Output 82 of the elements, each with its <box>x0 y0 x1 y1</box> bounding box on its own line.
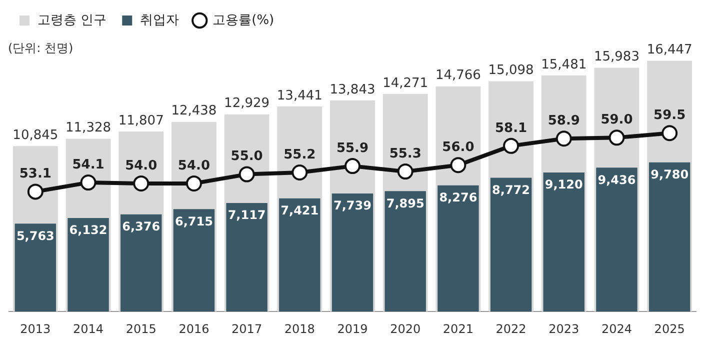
bar <box>279 198 320 312</box>
data-label: 8,276 <box>439 190 478 204</box>
bar <box>173 209 215 312</box>
data-label: 6,376 <box>122 219 160 234</box>
bar <box>226 203 268 312</box>
point <box>186 175 202 192</box>
point <box>450 157 466 174</box>
data-label: 54.0 <box>178 158 210 174</box>
data-label: 53.1 <box>19 166 52 182</box>
x-tick-label: 2013 <box>20 322 51 336</box>
data-label: 59.5 <box>654 108 686 123</box>
point <box>133 175 150 192</box>
bar <box>438 185 479 312</box>
data-label: 58.1 <box>495 120 528 136</box>
data-label: 15,481 <box>541 57 587 72</box>
data-label: 7,895 <box>386 196 424 210</box>
x-tick-label: 2024 <box>601 322 632 336</box>
data-label: 8,772 <box>492 182 530 197</box>
point <box>344 158 360 174</box>
data-label: 54.0 <box>125 158 158 174</box>
data-label: 12,929 <box>224 96 270 112</box>
x-tick-label: 2021 <box>442 322 474 336</box>
point <box>608 130 625 146</box>
data-label: 11,328 <box>66 120 112 136</box>
point <box>292 164 308 180</box>
x-tick-label: 2017 <box>232 322 262 336</box>
data-label: 11,807 <box>118 113 164 128</box>
data-label: 14,766 <box>435 68 481 84</box>
data-label: 13,441 <box>276 88 322 104</box>
data-label: 55.0 <box>230 149 263 164</box>
data-label: 6,715 <box>174 214 213 228</box>
bar <box>490 178 532 312</box>
data-label: 59.0 <box>600 112 633 128</box>
data-label: 13,843 <box>330 82 376 98</box>
bar <box>14 224 56 312</box>
data-label: 12,438 <box>171 104 217 119</box>
data-label: 55.9 <box>336 140 369 156</box>
data-label: 9,436 <box>598 172 636 187</box>
point <box>27 184 44 200</box>
data-label: 15,983 <box>594 50 640 65</box>
legend-label: 고용률(%) <box>212 12 274 28</box>
data-label: 15,098 <box>488 63 534 78</box>
data-label: 54.1 <box>72 157 104 172</box>
bar <box>68 218 109 312</box>
point <box>556 130 572 147</box>
data-label: 55.3 <box>389 146 422 162</box>
x-tick-label: 2025 <box>654 322 685 336</box>
text: (단위: 천명) <box>8 41 74 56</box>
bar <box>596 168 638 312</box>
x-tick-label: 2019 <box>337 322 368 336</box>
data-label: 10,845 <box>12 128 58 144</box>
data-label: 55.2 <box>284 147 316 162</box>
legend-label: 취업자 <box>140 12 180 28</box>
bar <box>384 191 426 312</box>
x-tick-label: 2023 <box>548 322 580 336</box>
data-label: 58.9 <box>548 113 580 128</box>
data-label: 16,447 <box>646 42 692 58</box>
data-label: 7,739 <box>334 198 372 213</box>
data-label: 14,271 <box>382 76 428 91</box>
point <box>503 138 520 154</box>
x-tick-label: 2014 <box>72 322 104 336</box>
data-label: 9,780 <box>650 168 689 182</box>
point <box>80 174 96 191</box>
x-tick-label: 2016 <box>178 322 210 336</box>
bar <box>543 172 584 312</box>
x-tick-label: 2018 <box>284 322 315 336</box>
x-tick-label: 2015 <box>126 322 156 336</box>
data-label: 56.0 <box>442 140 474 156</box>
data-label: 5,763 <box>16 228 54 243</box>
legend-label: 고령층 인구 <box>38 12 107 28</box>
data-label: 7,421 <box>280 204 319 218</box>
point <box>397 164 414 180</box>
bar <box>648 162 690 312</box>
bar <box>120 214 162 312</box>
x-tick-label: 2020 <box>390 322 421 336</box>
point <box>238 166 255 182</box>
bar <box>332 194 374 312</box>
data-label: 6,132 <box>69 223 108 238</box>
point <box>662 125 678 142</box>
x-tick-label: 2022 <box>496 322 526 336</box>
data-label: 7,117 <box>228 208 266 222</box>
data-label: 9,120 <box>544 178 583 192</box>
